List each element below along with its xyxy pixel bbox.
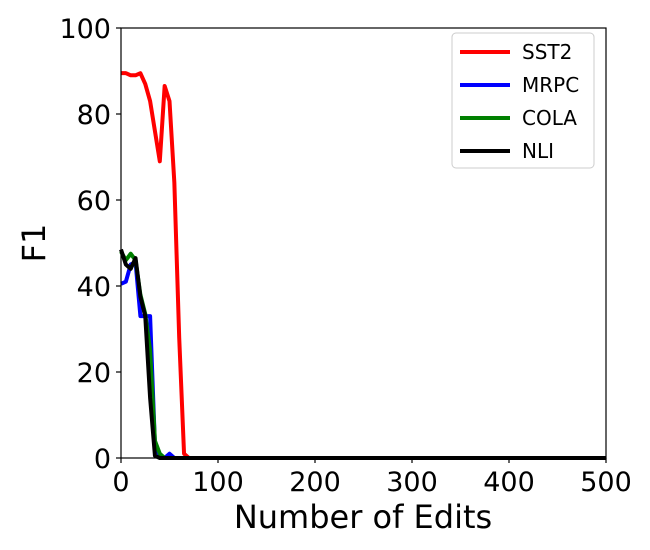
x-tick-label: 300 bbox=[386, 467, 438, 498]
y-tick-label: 60 bbox=[77, 186, 111, 217]
x-tick-label: 0 bbox=[112, 467, 129, 498]
y-tick-label: 80 bbox=[77, 100, 111, 131]
legend-label-mrpc: MRPC bbox=[522, 73, 579, 97]
y-tick-label: 100 bbox=[59, 14, 111, 45]
axes-frame bbox=[120, 27, 607, 459]
y-tick-label: 20 bbox=[77, 358, 111, 389]
legend-box bbox=[451, 32, 595, 169]
x-tick-label: 400 bbox=[483, 467, 535, 498]
y-tick-label: 0 bbox=[94, 444, 111, 475]
x-tick-label: 100 bbox=[192, 467, 244, 498]
x-axis-ticks: 0 100 200 300 400 500 bbox=[112, 458, 632, 498]
legend: SST2 MRPC COLA NLI bbox=[451, 32, 595, 169]
y-axis-ticks: 0 20 40 60 80 100 bbox=[59, 14, 121, 475]
legend-label-cola: COLA bbox=[522, 106, 577, 130]
x-tick-label: 200 bbox=[289, 467, 341, 498]
x-tick-label: 500 bbox=[580, 467, 632, 498]
y-tick-label: 40 bbox=[77, 272, 111, 303]
y-axis-label: F1 bbox=[15, 224, 53, 263]
x-axis-label: Number of Edits bbox=[234, 498, 492, 536]
legend-label-nli: NLI bbox=[522, 139, 554, 163]
legend-label-sst2: SST2 bbox=[522, 40, 572, 64]
